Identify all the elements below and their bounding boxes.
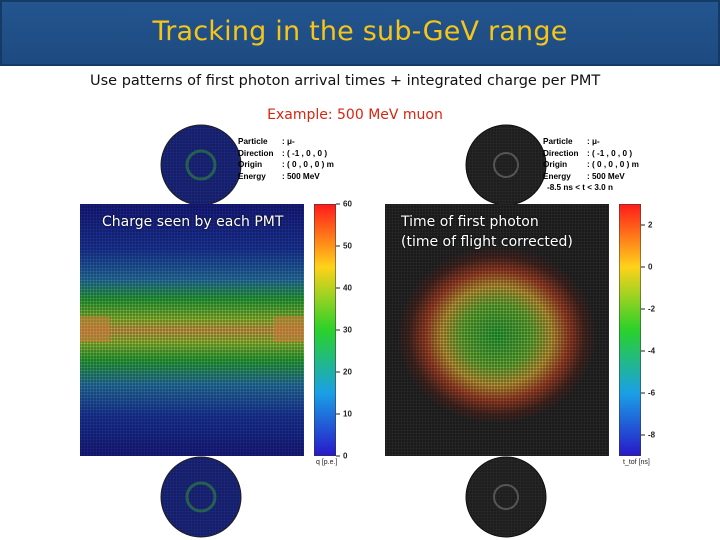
charge-tick: 60 xyxy=(336,200,364,209)
time-tick: 2 xyxy=(641,221,669,230)
charge-tick: 20 xyxy=(336,368,364,377)
slide-subtitle: Use patterns of first photon arrival tim… xyxy=(90,73,601,89)
time-tick: -8 xyxy=(641,431,669,440)
time-tick: -4 xyxy=(641,347,669,356)
time-tick: 0 xyxy=(641,263,669,272)
event-info-charge: Particle: μ- Direction: ( -1 , 0 , 0 ) O… xyxy=(238,137,334,181)
charge-colorbar-label: q [p.e.] xyxy=(316,459,338,466)
title-bar: Tracking in the sub-GeV range xyxy=(0,0,720,66)
charge-tick: 0 xyxy=(336,452,364,461)
charge-display-panel: Particle: μ- Direction: ( -1 , 0 , 0 ) O… xyxy=(80,124,376,538)
time-tick: -2 xyxy=(641,305,669,314)
slide-title: Tracking in the sub-GeV range xyxy=(152,16,568,47)
time-tick: -6 xyxy=(641,389,669,398)
charge-tick: 50 xyxy=(336,242,364,251)
event-info-time: Particle: μ- Direction: ( -1 , 0 , 0 ) O… xyxy=(543,137,639,193)
example-heading: Example: 500 MeV muon xyxy=(267,107,443,123)
time-barrel-map xyxy=(385,204,609,456)
time-overlay-label-line2: (time of flight corrected) xyxy=(401,234,573,250)
time-colorbar xyxy=(619,204,641,456)
charge-tick: 40 xyxy=(336,284,364,293)
charge-barrel-map xyxy=(80,204,304,456)
time-colorbar-ticks: 2 0 -2 -4 -6 -8 xyxy=(641,204,671,456)
bottom-endcap-charge xyxy=(160,456,242,538)
charge-colorbar xyxy=(314,204,336,456)
charge-tick: 10 xyxy=(336,410,364,419)
bottom-endcap-time xyxy=(465,456,547,538)
time-colorbar-label: t_tof [ns] xyxy=(623,459,650,466)
top-endcap-charge xyxy=(160,124,242,206)
top-endcap-time xyxy=(465,124,547,206)
charge-overlay-label: Charge seen by each PMT xyxy=(102,214,284,230)
time-window: -8.5 ns < t < 3.0 n xyxy=(547,183,613,193)
time-display-panel: Particle: μ- Direction: ( -1 , 0 , 0 ) O… xyxy=(385,124,681,538)
charge-tick: 30 xyxy=(336,326,364,335)
charge-colorbar-ticks: 60 50 40 30 20 10 0 xyxy=(336,200,366,461)
time-overlay-label-line1: Time of first photon xyxy=(401,214,539,230)
